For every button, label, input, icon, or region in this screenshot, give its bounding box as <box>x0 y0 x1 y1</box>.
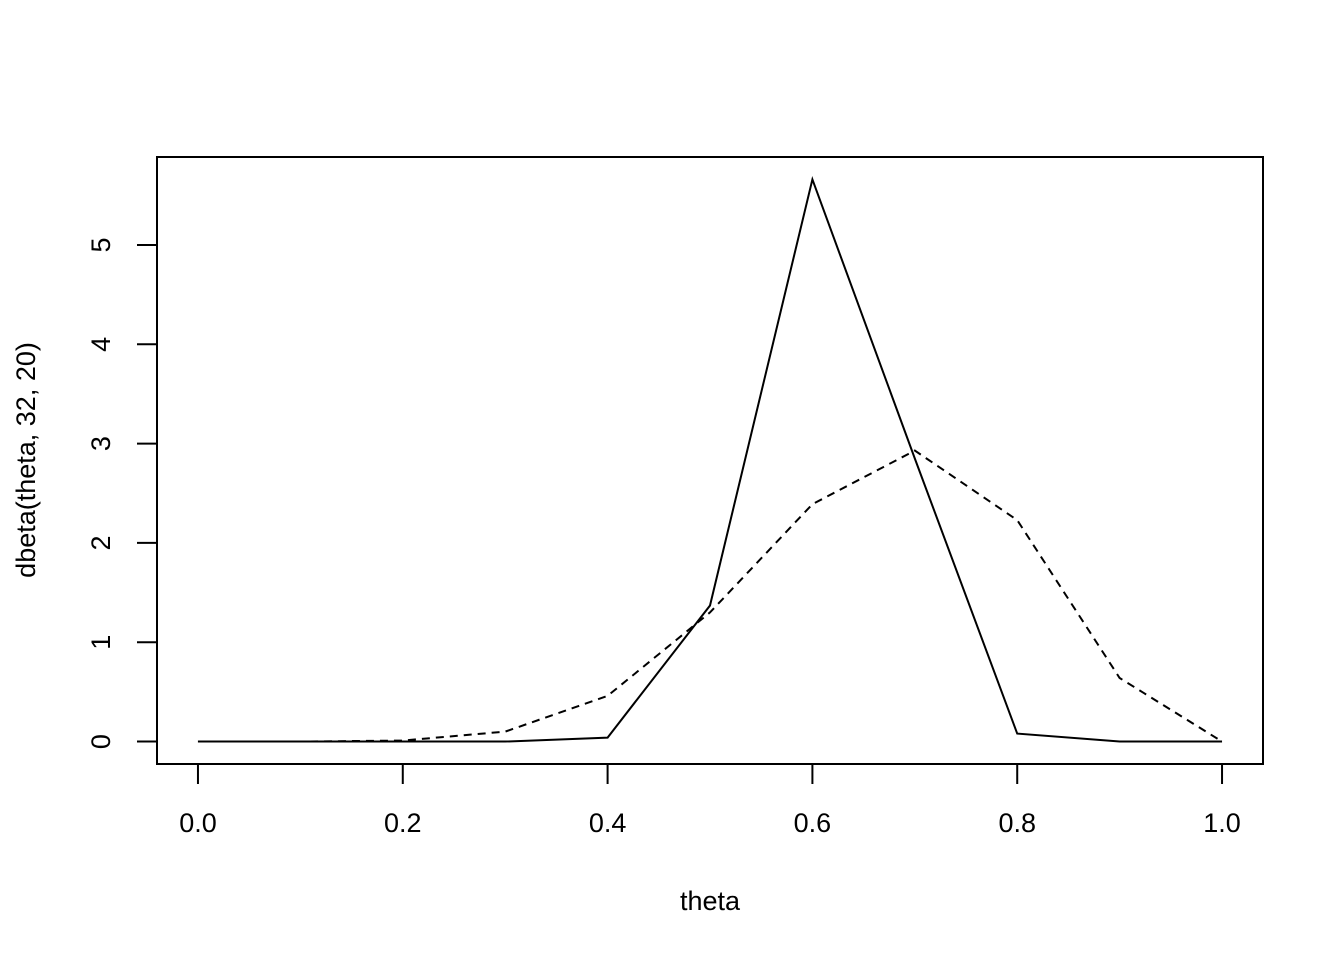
y-tick-label: 4 <box>86 337 116 352</box>
y-tick-label: 5 <box>86 237 116 252</box>
x-axis-label: theta <box>680 886 741 916</box>
y-tick-label: 1 <box>86 635 116 650</box>
x-tick-label: 0.4 <box>589 808 627 838</box>
x-tick-label: 0.6 <box>794 808 832 838</box>
x-tick-label: 0.2 <box>384 808 422 838</box>
plot-frame <box>156 156 1264 765</box>
series-line <box>197 175 1223 743</box>
y-tick-label: 2 <box>86 535 116 550</box>
x-tick-label: 0.0 <box>179 808 217 838</box>
x-tick-label: 1.0 <box>1203 808 1241 838</box>
y-axis-label: dbeta(theta, 32, 20) <box>11 342 41 578</box>
y-tick-label: 0 <box>86 734 116 749</box>
x-tick-label: 0.8 <box>998 808 1036 838</box>
y-tick-label: 3 <box>86 436 116 451</box>
series-line <box>197 449 1223 743</box>
